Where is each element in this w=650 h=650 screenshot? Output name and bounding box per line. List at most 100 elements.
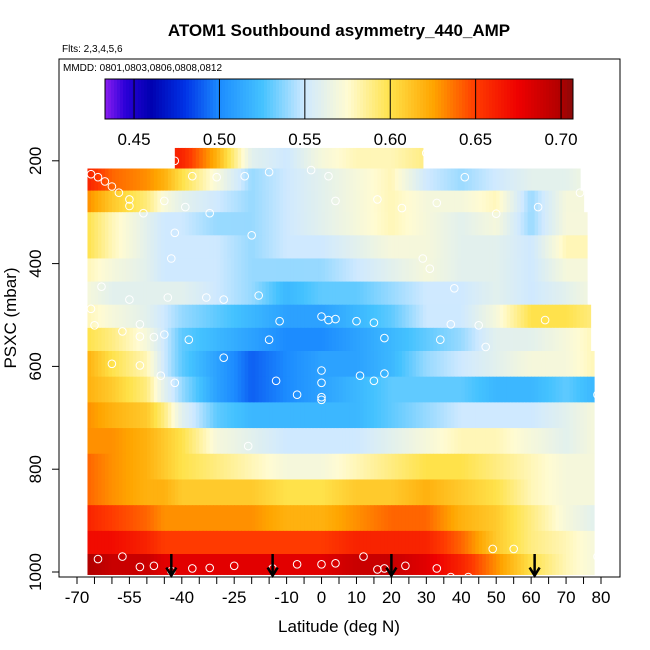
heatmap-cell — [345, 530, 351, 555]
heatmap-cell — [213, 212, 218, 236]
heatmap-cell — [555, 327, 560, 352]
heatmap-cell — [520, 168, 525, 192]
observation-point — [205, 563, 214, 573]
heatmap-cell — [258, 147, 263, 169]
heatmap-cell — [258, 281, 263, 306]
heatmap-cell — [279, 530, 284, 555]
heatmap-cell — [345, 212, 351, 236]
heatmap-cell — [272, 505, 277, 532]
heatmap-cell — [248, 376, 253, 403]
heatmap-cell — [237, 376, 242, 403]
heatmap-cell — [248, 402, 253, 429]
heatmap-cell — [583, 304, 588, 329]
heatmap-cell — [415, 147, 420, 169]
heatmap-cell — [325, 453, 330, 480]
heatmap-cell — [321, 281, 326, 306]
heatmap-cell — [527, 350, 532, 378]
heatmap-cell — [440, 479, 445, 506]
heatmap-cell — [314, 147, 319, 169]
heatmap-cell — [293, 376, 298, 403]
heatmap-cell — [251, 402, 256, 429]
heatmap-cell — [216, 402, 221, 429]
heatmap-cell — [272, 304, 277, 329]
colorbar-swatch — [282, 79, 286, 119]
heatmap-cell — [356, 350, 361, 378]
heatmap-cell — [104, 376, 110, 403]
heatmap-cell — [290, 453, 295, 480]
heatmap-cell — [482, 505, 487, 532]
heatmap-cell — [87, 554, 92, 575]
observation-point — [188, 564, 197, 573]
heatmap-cell — [370, 554, 375, 575]
heatmap-cell — [436, 258, 441, 282]
heatmap-cell — [419, 327, 424, 352]
heatmap-cell — [373, 505, 379, 532]
heatmap-cell — [153, 281, 158, 306]
heatmap-cell — [370, 453, 375, 480]
heatmap-cell — [125, 402, 130, 429]
heatmap-cell — [335, 554, 340, 575]
heatmap-cell — [171, 554, 176, 575]
heatmap-cell — [573, 479, 578, 506]
observation-point — [373, 565, 382, 574]
heatmap-cell — [300, 327, 305, 352]
heatmap-cell — [115, 428, 120, 455]
heatmap-cell — [304, 350, 309, 378]
heatmap-cell — [90, 235, 96, 259]
heatmap-cell — [454, 327, 459, 352]
heatmap-cell — [230, 530, 235, 555]
heatmap-cell — [569, 212, 574, 236]
heatmap-cell — [97, 530, 103, 555]
heatmap-cell — [178, 402, 183, 429]
heatmap-cell — [111, 212, 117, 236]
heatmap-cell — [185, 453, 190, 480]
heatmap-cell — [167, 530, 172, 555]
heatmap-cell — [489, 190, 494, 213]
observation-point — [418, 254, 428, 263]
heatmap-cell — [279, 428, 284, 455]
heatmap-cell — [153, 304, 158, 329]
heatmap-cell — [398, 190, 403, 213]
heatmap-cell — [251, 479, 256, 506]
heatmap-cell — [548, 428, 553, 455]
colorbar-swatch — [528, 79, 532, 119]
heatmap-cell — [185, 235, 190, 259]
colorbar-swatch — [465, 79, 469, 119]
heatmap-cell — [178, 258, 183, 282]
heatmap-cell — [461, 327, 466, 352]
heatmap-cell — [513, 402, 518, 429]
heatmap-cell — [447, 190, 452, 213]
colorbar-swatch — [390, 79, 394, 119]
heatmap-cell — [534, 327, 539, 352]
heatmap-cell — [188, 376, 193, 403]
heatmap-cell — [328, 428, 333, 455]
colorbar-tick-label: 0.70 — [544, 130, 577, 149]
heatmap-cell — [262, 304, 267, 329]
observation-point — [100, 177, 110, 186]
colorbar-swatch — [204, 79, 208, 119]
heatmap-cell — [569, 258, 574, 282]
heatmap-cell — [160, 350, 165, 378]
heatmap-cell — [227, 304, 232, 329]
heatmap-cell — [555, 212, 560, 236]
colorbar-swatch — [198, 79, 202, 119]
heatmap-cell — [345, 376, 351, 403]
heatmap-cell — [373, 235, 379, 259]
heatmap-cell — [314, 376, 319, 403]
heatmap-cell — [342, 402, 347, 429]
heatmap-cell — [160, 281, 165, 306]
heatmap-cell — [195, 530, 200, 555]
heatmap-cell — [269, 190, 274, 213]
heatmap-cell — [143, 212, 148, 236]
heatmap-cell — [251, 281, 256, 306]
heatmap-cell — [132, 212, 137, 236]
heatmap-cell — [87, 505, 92, 532]
heatmap-cell — [373, 402, 379, 429]
heatmap-cell — [122, 453, 127, 480]
heatmap-cell — [485, 212, 490, 236]
heatmap-cell — [339, 190, 344, 213]
heatmap-cell — [510, 453, 515, 480]
heatmap-cell — [440, 281, 445, 306]
heatmap-cell — [534, 402, 539, 429]
heatmap-cell — [447, 505, 452, 532]
